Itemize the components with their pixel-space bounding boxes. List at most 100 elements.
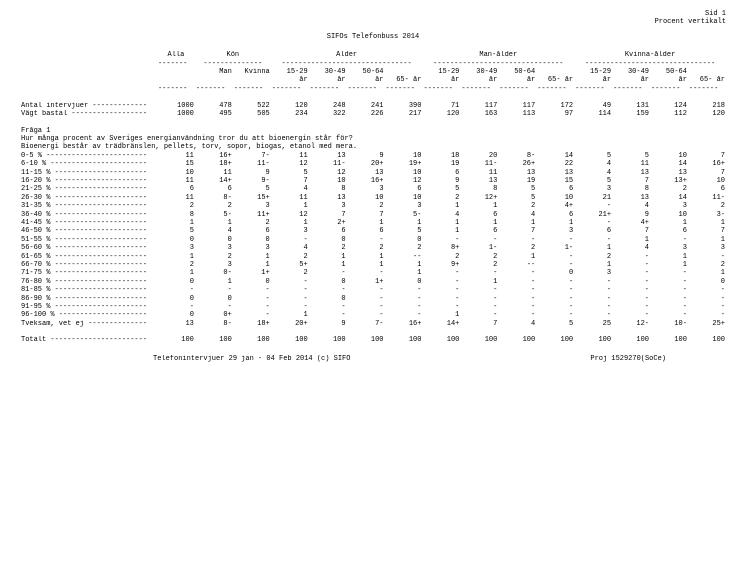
cell: 100: [688, 336, 726, 344]
cell: 71: [422, 102, 460, 110]
table-row: Vägt bastal ------------------1000495505…: [20, 110, 726, 118]
cell: 1: [422, 219, 460, 227]
cell: -: [536, 253, 574, 261]
cell: 6: [536, 185, 574, 193]
cell: -: [385, 286, 423, 294]
dash: -------: [498, 85, 536, 93]
page-pv: Procent vertikalt: [655, 18, 726, 26]
cell: -: [347, 236, 385, 244]
cell: 1-: [460, 244, 498, 252]
cell: 6: [233, 227, 271, 235]
cell: 5: [498, 185, 536, 193]
row-label: 11-15 % ----------------------: [20, 169, 157, 177]
cell: 2: [195, 202, 233, 210]
cell: 3: [688, 244, 726, 252]
cell: 13+: [650, 177, 688, 185]
cell: 1: [422, 202, 460, 210]
cell: 13: [650, 169, 688, 177]
cell: --: [385, 253, 423, 261]
cell: 100: [460, 336, 498, 344]
cell: -: [688, 253, 726, 261]
cell: 124: [650, 102, 688, 110]
dash: -------: [536, 85, 574, 93]
cell: 2: [422, 253, 460, 261]
cell: 97: [536, 110, 574, 118]
cell: -: [650, 311, 688, 319]
cell: 1+: [233, 269, 271, 277]
cell: 1: [157, 219, 195, 227]
cell: 1: [460, 219, 498, 227]
table-row: 61-65 % ----------------------121211--22…: [20, 253, 726, 261]
cell: 19+: [385, 160, 423, 168]
cell: -: [233, 295, 271, 303]
sub-a2: 30-49: [612, 68, 650, 76]
cell: 1000: [157, 102, 195, 110]
cell: 7-: [233, 152, 271, 160]
cell: 10: [688, 177, 726, 185]
table-row: 71-75 % ----------------------10-1+2--1-…: [20, 269, 726, 277]
sub-a3: 50-64: [650, 68, 688, 76]
row-label: Totalt -----------------------: [20, 336, 157, 344]
question-line1: Hur många procent av Sveriges energianvä…: [21, 135, 353, 143]
cell: 4: [271, 185, 309, 193]
table-row: 11-15 % ----------------------1011951213…: [20, 169, 726, 177]
cell: 5: [422, 185, 460, 193]
cell: 10: [157, 169, 195, 177]
cell: 14: [536, 152, 574, 160]
cell: -: [347, 295, 385, 303]
cell: 1: [498, 219, 536, 227]
cell: 1: [271, 311, 309, 319]
cell: 14: [650, 194, 688, 202]
cell: 10: [385, 194, 423, 202]
dash: -------: [347, 85, 385, 93]
dash: -------: [309, 85, 347, 93]
dash: -------: [688, 85, 726, 93]
cell: 1: [574, 244, 612, 252]
cell: 3: [233, 244, 271, 252]
cell: 10: [385, 169, 423, 177]
page-sid: Sid 1: [705, 10, 726, 18]
cell: 9: [233, 169, 271, 177]
cell: -: [574, 278, 612, 286]
cell: 1: [536, 219, 574, 227]
cell: 1: [498, 253, 536, 261]
cell: -: [574, 202, 612, 210]
cell: 6: [460, 227, 498, 235]
cell: 13: [347, 169, 385, 177]
cell: 5: [612, 152, 650, 160]
sub-a1: 15-29: [422, 68, 460, 76]
cell: 1: [422, 311, 460, 319]
cell: 3: [347, 185, 385, 193]
cell: 12+: [460, 194, 498, 202]
cell: 13: [309, 194, 347, 202]
cell: 5: [498, 194, 536, 202]
cell: 13: [612, 194, 650, 202]
cell: -: [650, 295, 688, 303]
cell: 4: [612, 202, 650, 210]
cell: 4: [574, 160, 612, 168]
cell: -: [385, 311, 423, 319]
cell: 5: [157, 227, 195, 235]
table-row: Antal intervjuer -------------1000478522…: [20, 102, 726, 110]
cell: 11: [157, 152, 195, 160]
cell: 8: [612, 185, 650, 193]
sub-a2: 30-49: [309, 68, 347, 76]
cell: 1: [195, 278, 233, 286]
cell: -: [460, 295, 498, 303]
cell: 5-: [385, 211, 423, 219]
cell: 8: [157, 211, 195, 219]
cell: 0: [309, 295, 347, 303]
cell: -: [498, 269, 536, 277]
dash: -------------------------------: [271, 60, 423, 68]
table-row: 66-70 % ----------------------2315+1119+…: [20, 261, 726, 269]
row-label: 81-85 % ----------------------: [20, 286, 157, 294]
cell: 25+: [688, 320, 726, 328]
cell: -: [157, 303, 195, 311]
cell: 2: [347, 244, 385, 252]
cell: 1: [309, 261, 347, 269]
cell: 2: [347, 202, 385, 210]
cell: 0: [233, 278, 271, 286]
cell: 8-: [498, 152, 536, 160]
cell: 7: [688, 152, 726, 160]
sub-ar: år: [271, 76, 309, 84]
